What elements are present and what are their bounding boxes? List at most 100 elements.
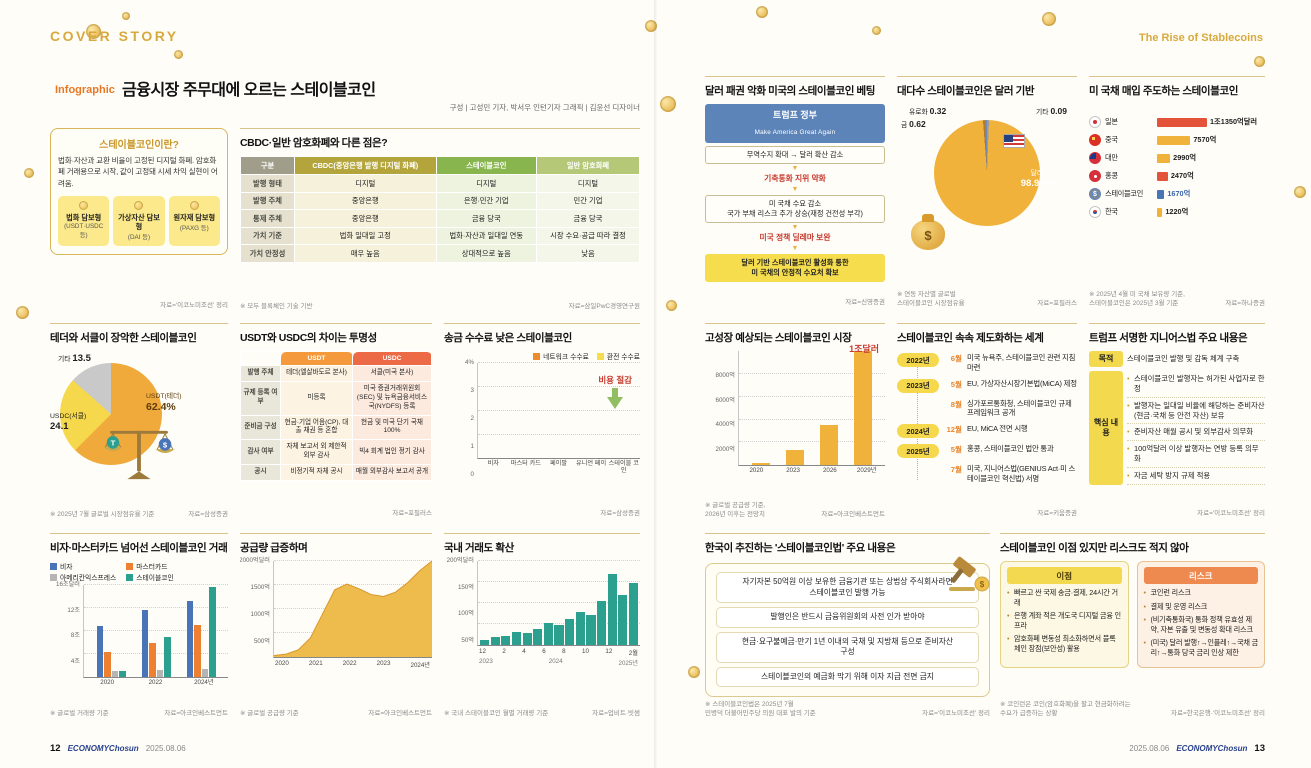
usdc-cell: 빅4 회계 법인 정기 감사 — [352, 439, 432, 466]
gridline — [84, 607, 228, 609]
y-tick-label: 2000억 — [715, 446, 735, 454]
gridline — [739, 372, 885, 374]
panel-cbdc-comparison: CBDC·일반 암호화폐와 다른 점은? 구분 CBDC(중앙은행 발행 디지털… — [240, 128, 640, 312]
genius-table: 목적 스테이블코인 발행 및 감독 체계 구축 핵심 내용 스테이블코인 발행자… — [1089, 351, 1265, 485]
coin-icon — [174, 50, 183, 59]
core-list: 스테이블코인 발행자는 허가된 사업자로 한정 발행자는 일대일 비율에 해당하… — [1127, 371, 1265, 485]
slice-label: USDC(서클) — [50, 413, 87, 420]
x-tick-label: 2020 — [275, 660, 289, 667]
source: 자료=신영증권 — [845, 299, 885, 306]
footnote: ※ 글로벌 공급량 기준 — [240, 710, 299, 718]
table-cell: 법화 일대일 고정 — [294, 226, 437, 246]
flow-step: 달러 기반 스테이블코인 활성화 통한 미 국채의 안정적 수요처 확보 — [705, 244, 885, 282]
trump-administration-header: 트럼프 정부 Make America Great Again — [705, 104, 885, 143]
timeline-item: 2025년 5월 홍콩, 스테이블코인 법안 통과 — [897, 444, 1077, 459]
core-item: 스테이블코인 발행자는 허가된 사업자로 한정 — [1127, 371, 1265, 398]
coin-icon — [86, 24, 101, 39]
panel-transaction-volume: 비자·마스터카드 넘어선 스테이블코인 거래 비자 마스터카드 아메리칸익스프레… — [50, 533, 228, 719]
y-tick-label: 6000억 — [715, 396, 735, 404]
coin-icon — [122, 12, 130, 20]
row-label: 통제 주체 — [240, 209, 295, 228]
footer-right: 2025.08.06 ECONOMYChosun 13 — [1129, 743, 1265, 754]
corner-cell — [240, 351, 281, 366]
chart-main: 2020 2023 2026 2029년 — [738, 351, 885, 475]
table-row: 가치 기준 법화 일대일 고정 법화·자산과 일대일 연동 시장 수요·공급 따… — [240, 226, 640, 246]
year-badge: 2023년 — [897, 378, 939, 393]
flow-step-text: 미국 정책 딜레마 보완 — [759, 233, 831, 243]
x-tick-label: 12 — [479, 648, 486, 655]
bar — [1157, 135, 1191, 145]
y-tick-label: 150억 — [457, 583, 474, 591]
table-cell: 디지털 — [535, 174, 640, 193]
type-name: 원자재 담보형 — [173, 213, 216, 223]
treasury-row: $ 스테이블코인 1670억 — [1089, 188, 1265, 200]
tw-flag-icon — [1089, 152, 1101, 164]
coin-icon — [1254, 56, 1265, 67]
flow-diagram: 무역수지 확대 → 달러 확산 감소 기축통화 지위 약화 미 국채 수요 감소… — [705, 146, 885, 282]
slice-label: 달러 — [1030, 170, 1044, 177]
panel-supply-growth: 공급량 급증하며 500억 1000억 1500억 2000억달러 2020 2021 20… — [240, 533, 432, 719]
coin-flag-icon: $ — [1089, 188, 1101, 200]
x-year-label: 2024 — [548, 658, 563, 665]
legend-swatch — [126, 562, 134, 570]
slice-label: 기타 — [1036, 109, 1049, 116]
x-tick-label: 비자 — [487, 460, 499, 468]
x-tick-label: 4 — [522, 648, 526, 655]
x-tick-label: 8 — [562, 648, 566, 655]
table-row: 발행 형태 디지털 디지털 디지털 — [240, 174, 640, 193]
plot-area — [273, 560, 432, 658]
country-label: 대만 — [1105, 153, 1118, 162]
page-number: 13 — [1254, 743, 1265, 754]
y-tick-label: 4조 — [70, 657, 80, 665]
year-badge: 2025년 — [897, 444, 939, 459]
legend-item: 비자 — [50, 561, 116, 571]
y-axis: 4조 8조 12조 16조달러 — [50, 581, 83, 687]
bar — [597, 600, 607, 645]
bar-group — [141, 585, 171, 678]
row-label: 감사 여부 — [240, 439, 281, 466]
bar — [209, 587, 216, 678]
pie-label-usdc: USDC(서클) 24.1 — [50, 413, 86, 433]
timeline-text: EU, 가상자산시장기본법(MiCA) 제정 — [967, 378, 1077, 388]
usdc-cell: 매월 외부감사 보고서 공개 — [352, 464, 432, 482]
column-header: 스테이블코인 — [435, 155, 537, 176]
x-tick-label: 2026 — [822, 467, 837, 475]
panel-title: 달러 패권 악화 미국의 스테이블코인 베팅 — [705, 85, 876, 97]
page-number: 12 — [50, 743, 61, 754]
y-tick-label: 50억 — [461, 636, 474, 644]
panel-pros-cons: 스테이블코인 이점 있지만 리스크도 적지 않아 이점 빠르고 싼 국제 송금·… — [1000, 533, 1265, 719]
slice-label: 금 — [901, 122, 908, 129]
type-example: (DAI 등) — [127, 234, 151, 242]
source: 자료=삼성증권 — [600, 510, 640, 517]
source: 자료=포필러스 — [1037, 300, 1077, 308]
panel-title: 스테이블코인 속속 제도화하는 세계 — [897, 332, 1044, 344]
column-header: 구분 — [240, 155, 295, 176]
source: 자료='이코노미조선' 정리 — [1197, 510, 1265, 517]
y-tick-label: 16조달러 — [56, 581, 80, 588]
bar — [1157, 153, 1171, 163]
coin-icon — [688, 666, 700, 678]
panel-title: 대다수 스테이블코인은 달러 기반 — [897, 85, 1035, 97]
bar — [511, 632, 522, 645]
x-tick-label: 2024년 — [410, 662, 430, 669]
gridline — [739, 441, 885, 443]
y-tick-label: 8000억 — [715, 371, 735, 379]
panel-title: 테더와 서클이 장악한 스테이블코인 — [50, 332, 197, 344]
country-label: 중국 — [1105, 135, 1118, 144]
footnote: ※ 글로벌 공급량 기준, 2026년 이후는 전망치 — [705, 502, 766, 519]
legend-swatch — [50, 573, 57, 581]
usdc-cell: 미국 증권거래위원회(SEC) 및 뉴욕금융서비스국(NYDFS) 등록 — [352, 380, 432, 416]
footnote: ※ 글로벌 거래량 기준 — [50, 710, 109, 718]
slice-value: 98.97% — [1020, 178, 1053, 190]
cons-item: (미국) 달러 발행↑→인플레↑→국채 금리↑→통화 당국 금리 인상 제한 — [1144, 638, 1259, 657]
panel-what-is-stablecoin: 스테이블코인이란? 법화·자산과 교환 비율이 고정된 디지털 화폐. 암호화폐… — [50, 128, 228, 312]
legend-swatch — [596, 352, 604, 360]
x-year-label: 2023 — [479, 658, 493, 665]
plot-area — [477, 560, 640, 646]
panel-remittance-fees: 송금 수수료 낮은 스테이블코인 네트워크 수수료 환전 수수료 0 1 2 3 4% 비… — [444, 323, 640, 520]
row-label: 가치 안정성 — [240, 244, 295, 263]
row-label: 발행 주체 — [240, 365, 281, 382]
panel-korea-stablecoin-law: 한국이 추진하는 '스테이블코인법' 주요 내용은 $ 자기자본 50억원 이상… — [705, 533, 990, 719]
legend-item: 마스터카드 — [126, 561, 174, 571]
panel-title: 국내 거래도 확산 — [444, 542, 514, 554]
